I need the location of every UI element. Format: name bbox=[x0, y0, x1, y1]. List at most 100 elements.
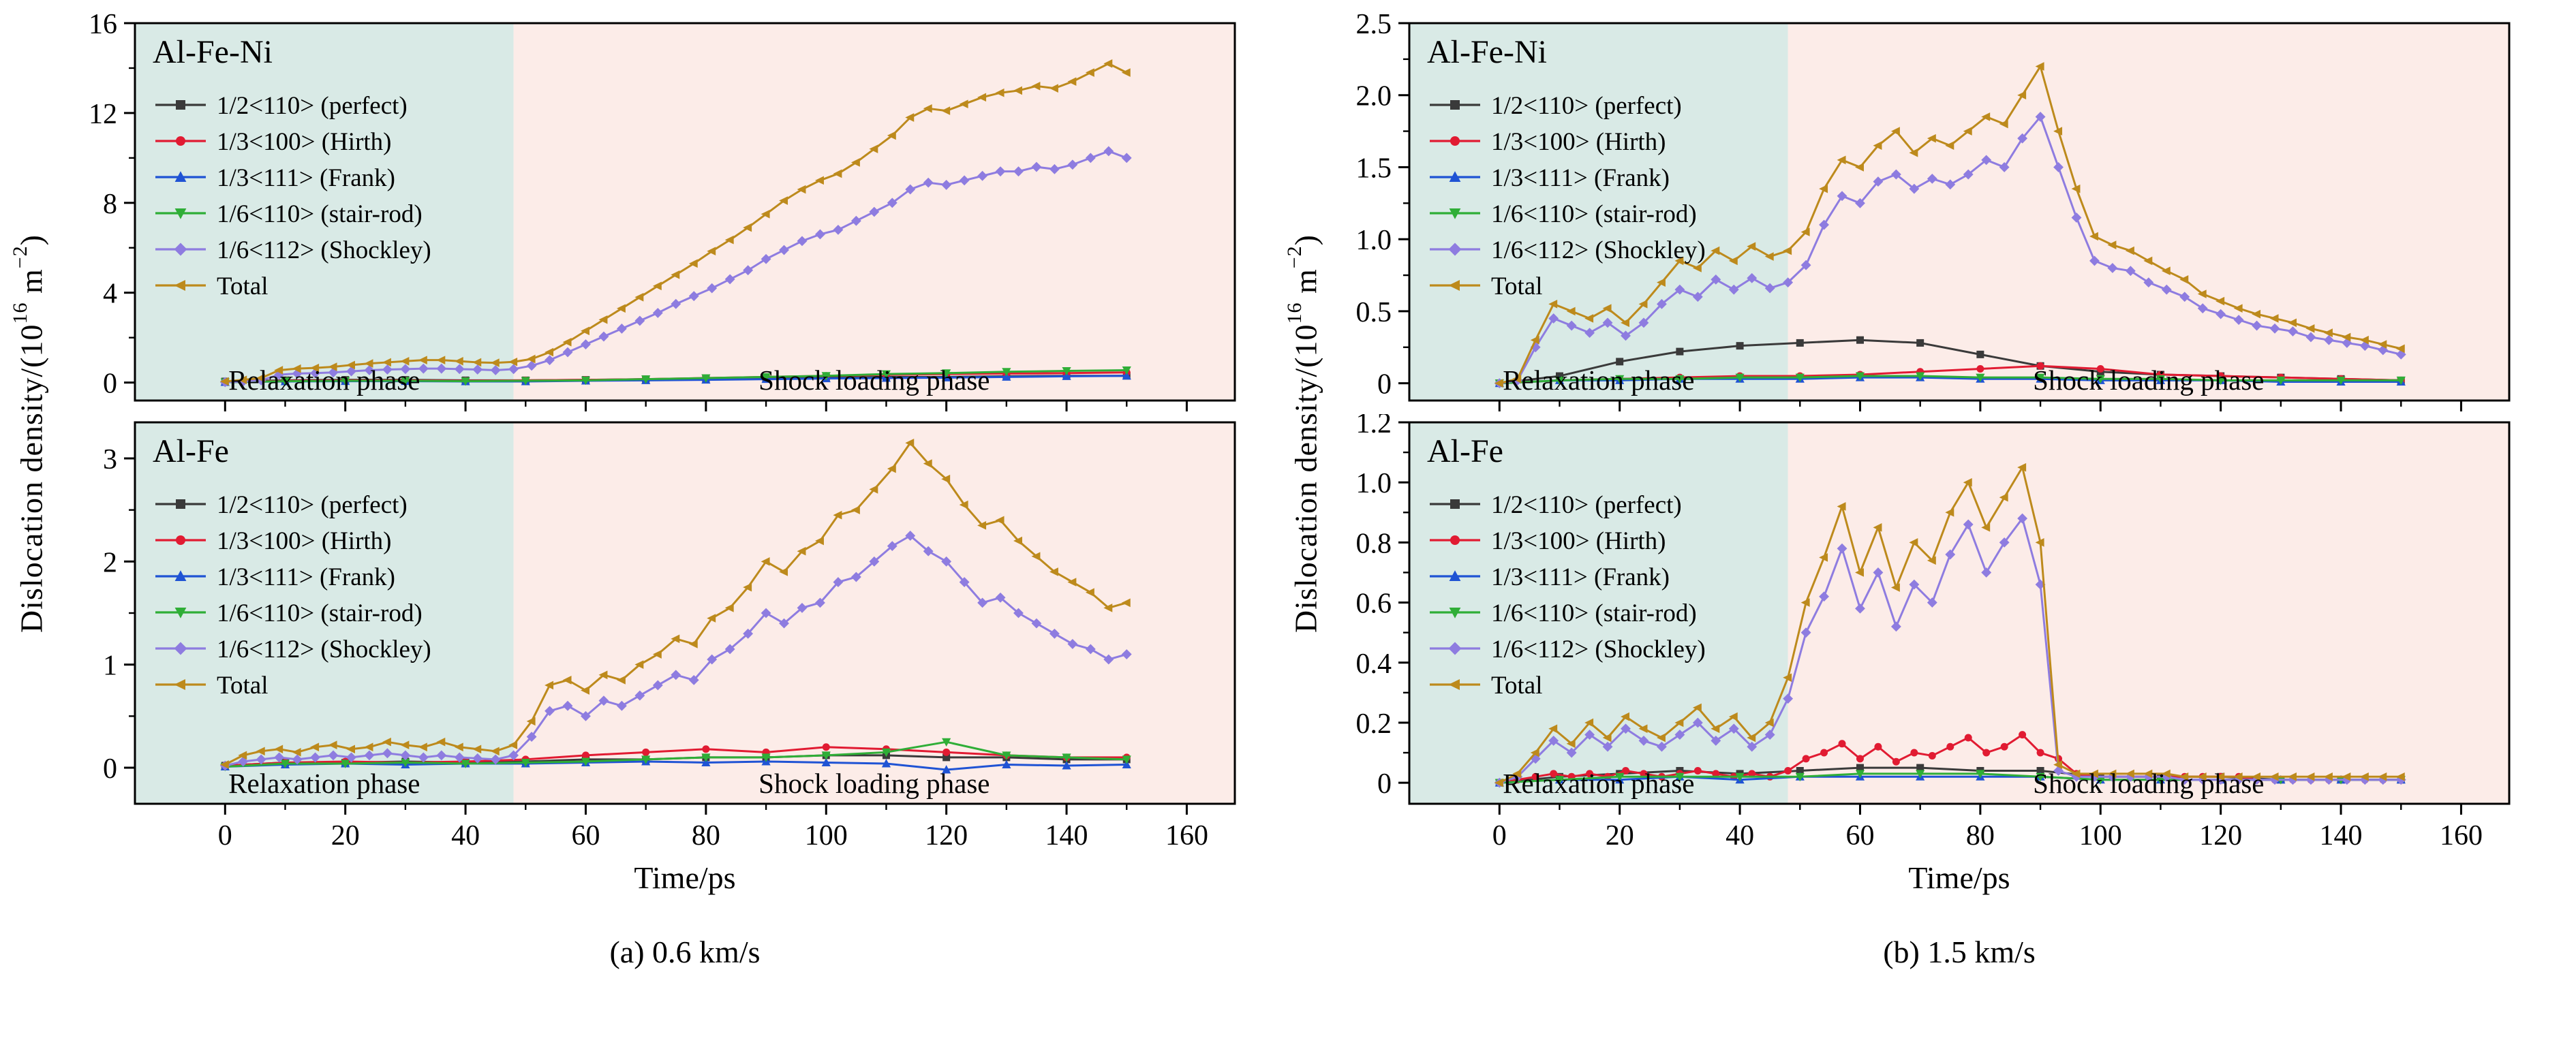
ylabel-exponent: −2 bbox=[1283, 245, 1306, 269]
y-axis-label-a: Dislocation density/(1016 m−2) bbox=[9, 234, 49, 633]
legend-label: 1/6<110> (stair-rod) bbox=[217, 200, 423, 228]
x-tick-label: 160 bbox=[2440, 820, 2483, 851]
legend-label: Total bbox=[217, 672, 269, 700]
x-tick-label: 40 bbox=[451, 820, 480, 851]
legend-label: 1/3<100> (Hirth) bbox=[217, 128, 392, 156]
y-tick-label: 0 bbox=[103, 753, 117, 785]
x-tick-label: 100 bbox=[805, 820, 848, 851]
y-tick-label: 12 bbox=[89, 99, 117, 130]
legend-item-perfect: 1/2<110> (perfect) bbox=[155, 491, 408, 519]
relaxation-phase-label: Relaxation phase bbox=[228, 364, 420, 396]
relaxation-phase-label: Relaxation phase bbox=[1503, 768, 1694, 799]
series-total bbox=[1494, 62, 2405, 388]
series-stair-rod bbox=[220, 738, 1131, 772]
x-tick-label: 80 bbox=[1966, 820, 1995, 851]
legend-label: 1/3<100> (Hirth) bbox=[1491, 128, 1666, 156]
legend-label: 1/6<110> (stair-rod) bbox=[1491, 599, 1697, 627]
shock-phase-label: Shock loading phase bbox=[2033, 364, 2264, 396]
legend-label: 1/3<100> (Hirth) bbox=[217, 527, 392, 555]
legend-item-shockley: 1/6<112> (Shockley) bbox=[1430, 636, 1706, 663]
legend-label: Total bbox=[1491, 672, 1543, 700]
chart-al-fe-15kms: 0 0.2 0.4 0.6 0.8 1.0 1.2 0 20 40 60 80 100 120 140 160… bbox=[1326, 408, 2526, 857]
y-axis-label-wrap-a: Dislocation density/(1016 m−2) bbox=[7, 11, 52, 857]
shock-phase-label: Shock loading phase bbox=[2033, 768, 2264, 799]
chart-al-fe-06kms: 0 1 2 3 0 20 40 60 80 100 120 140 160 Relaxation phas… bbox=[52, 414, 1251, 857]
legend-label: 1/3<111> (Frank) bbox=[1491, 164, 1670, 192]
legend-item-perfect: 1/2<110> (perfect) bbox=[1430, 491, 1682, 519]
y-tick-label: 0.8 bbox=[1356, 528, 1392, 559]
legend-item-perfect: 1/2<110> (perfect) bbox=[155, 92, 408, 120]
legend-label: 1/6<112> (Shockley) bbox=[1491, 236, 1706, 264]
y-tick-label: 0 bbox=[1377, 369, 1392, 401]
x-tick-label: 120 bbox=[925, 820, 968, 851]
legend-item-frank: 1/3<111> (Frank) bbox=[155, 164, 395, 192]
x-tick-label: 60 bbox=[571, 820, 600, 851]
y-tick-label: 0.5 bbox=[1356, 297, 1392, 328]
legend-label: 1/2<110> (perfect) bbox=[1491, 92, 1682, 120]
legend-label: 1/6<110> (stair-rod) bbox=[1491, 200, 1697, 228]
chart-svg-1: 0 1 2 3 0 20 40 60 80 100 120 140 160 Relaxation phas… bbox=[103, 421, 1236, 851]
x-tick-label: 140 bbox=[1045, 820, 1088, 851]
legend-label: 1/6<112> (Shockley) bbox=[217, 636, 431, 663]
y-axis-label-b: Dislocation density/(1016 m−2) bbox=[1283, 234, 1323, 633]
legend-item-total: Total bbox=[1430, 672, 1543, 700]
y-tick-label: 1.2 bbox=[1356, 414, 1392, 439]
x-tick-label: 0 bbox=[218, 820, 232, 851]
legend-item-hirth: 1/3<100> (Hirth) bbox=[155, 527, 392, 555]
legend-item-total: Total bbox=[155, 272, 269, 300]
legend-label: 1/3<111> (Frank) bbox=[1491, 563, 1670, 591]
ylabel-text: Dislocation density/(10 bbox=[1288, 324, 1323, 633]
y-tick-label: 2 bbox=[103, 547, 117, 578]
ylabel-text: m bbox=[14, 268, 49, 302]
legend-item-total: Total bbox=[155, 672, 269, 700]
legend-label: 1/6<110> (stair-rod) bbox=[217, 599, 423, 627]
chart-title: Al-Fe-Ni bbox=[153, 34, 273, 70]
legend-item-stair-rod: 1/6<110> (stair-rod) bbox=[155, 200, 423, 228]
y-tick-label: 4 bbox=[103, 279, 117, 310]
ylabel-text: ) bbox=[14, 234, 49, 246]
x-tick-label: 20 bbox=[331, 820, 360, 851]
relaxation-phase-label: Relaxation phase bbox=[1503, 364, 1694, 396]
y-tick-label: 0 bbox=[1377, 768, 1392, 800]
legend-label: 1/3<111> (Frank) bbox=[217, 164, 395, 192]
legend-item-hirth: 1/3<100> (Hirth) bbox=[1430, 128, 1666, 156]
x-tick-label: 140 bbox=[2320, 820, 2363, 851]
chart-title: Al-Fe bbox=[1427, 433, 1503, 469]
series-total bbox=[1494, 463, 2405, 787]
legend-item-frank: 1/3<111> (Frank) bbox=[1430, 563, 1670, 591]
ylabel-exponent: 16 bbox=[9, 302, 32, 324]
x-tick-label: 60 bbox=[1845, 820, 1874, 851]
legend-label: Total bbox=[217, 272, 269, 300]
x-tick-label: 100 bbox=[2079, 820, 2122, 851]
series-shockley bbox=[219, 146, 1132, 388]
charts-column-b: 0 0.5 1.0 1.5 2.0 2.5 Relaxation phase Shock lo… bbox=[1326, 9, 2526, 970]
chart-svg-2: 0 0.5 1.0 1.5 2.0 2.5 Relaxation phase Shock lo… bbox=[1356, 9, 2511, 411]
y-tick-label: 1.0 bbox=[1356, 468, 1392, 499]
y-tick-label: 0.6 bbox=[1356, 589, 1392, 620]
legend-item-shockley: 1/6<112> (Shockley) bbox=[155, 636, 431, 663]
legend-label: 1/2<110> (perfect) bbox=[1491, 491, 1682, 519]
y-tick-label: 2.5 bbox=[1356, 11, 1392, 40]
y-tick-label: 1 bbox=[103, 651, 117, 682]
y-tick-label: 2.0 bbox=[1356, 81, 1392, 112]
chart-al-fe-ni-06kms: 0 4 8 12 16 Relaxation phase Shock loading pha… bbox=[52, 9, 1251, 414]
shock-region bbox=[1788, 23, 2509, 401]
legend-label: Total bbox=[1491, 272, 1543, 300]
ylabel-exponent: −2 bbox=[9, 245, 32, 269]
legend-label: 1/2<110> (perfect) bbox=[217, 92, 408, 120]
legend-item-perfect: 1/2<110> (perfect) bbox=[1430, 92, 1682, 120]
legend-label: 1/2<110> (perfect) bbox=[217, 491, 408, 519]
y-tick-label: 1.5 bbox=[1356, 153, 1392, 184]
ylabel-text: ) bbox=[1288, 234, 1323, 246]
x-axis-label-a: Time/ps bbox=[634, 860, 736, 895]
y-tick-label: 0.4 bbox=[1356, 648, 1392, 680]
x-tick-label: 40 bbox=[1726, 820, 1754, 851]
ylabel-exponent: 16 bbox=[1283, 302, 1306, 324]
shock-region bbox=[513, 422, 1235, 804]
ylabel-text: m bbox=[1288, 268, 1323, 302]
series-shockley bbox=[1494, 112, 2406, 389]
x-tick-label: 120 bbox=[2199, 820, 2242, 851]
legend-item-total: Total bbox=[1430, 272, 1543, 300]
y-tick-label: 0.2 bbox=[1356, 708, 1392, 740]
legend-item-stair-rod: 1/6<110> (stair-rod) bbox=[1430, 599, 1697, 627]
